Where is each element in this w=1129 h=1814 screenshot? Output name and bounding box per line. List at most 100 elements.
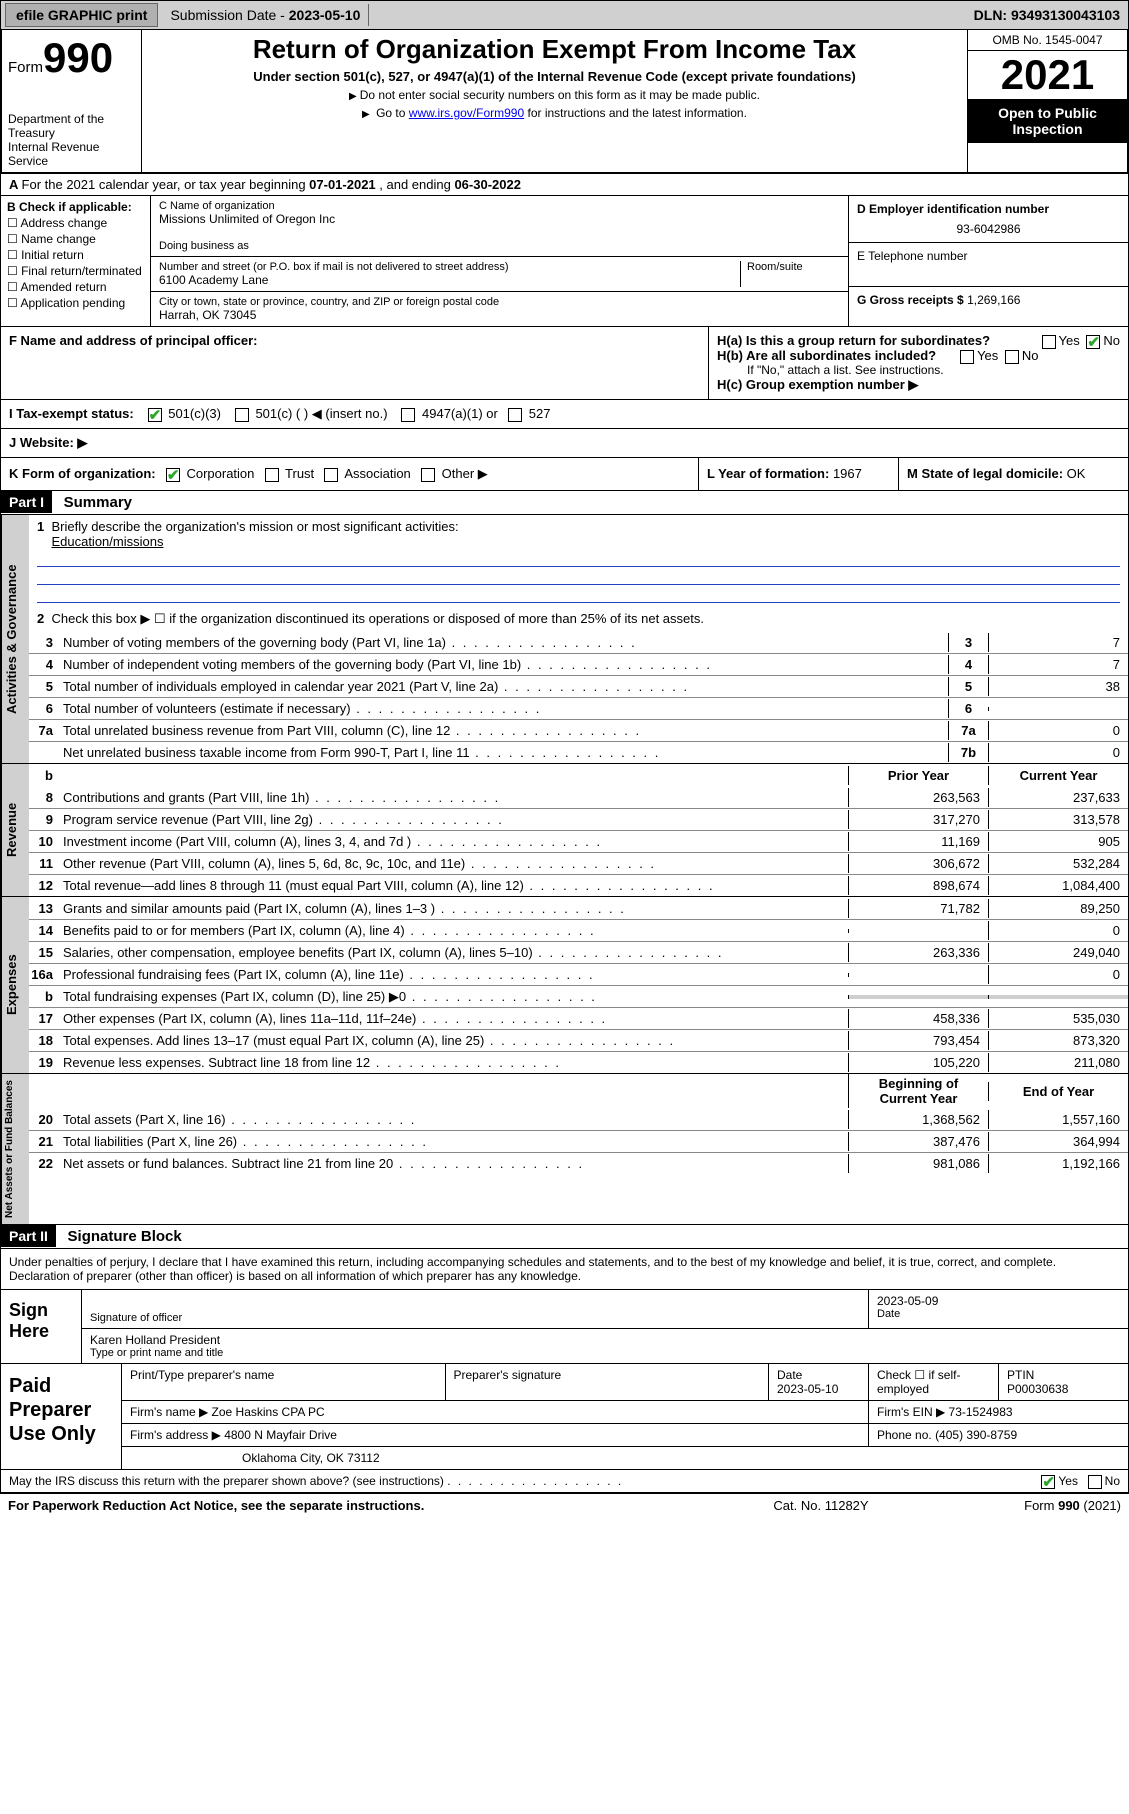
dept-treasury: Department of the Treasury [8, 112, 135, 140]
line-current: 1,192,166 [988, 1154, 1128, 1173]
net-body: Beginning of Current Year End of Year 20… [29, 1074, 1128, 1224]
col-b-checkboxes: B Check if applicable: ☐ Address change … [1, 196, 151, 326]
line-prior: 263,336 [848, 943, 988, 962]
org-name: Missions Unlimited of Oregon Inc [159, 212, 840, 226]
hb-label: H(b) Are all subordinates included? [717, 348, 936, 363]
line-num [29, 751, 59, 755]
footer-mid: Cat. No. 11282Y [721, 1498, 921, 1513]
chk-final-return[interactable]: ☐ Final return/terminated [7, 264, 144, 278]
yes-label: Yes [1058, 1474, 1078, 1488]
line-desc: Contributions and grants (Part VIII, lin… [59, 788, 848, 807]
sig-date-cell: 2023-05-09 Date [868, 1290, 1128, 1329]
principal-officer: F Name and address of principal officer: [1, 327, 708, 399]
line-box: 4 [948, 655, 988, 674]
col-begin: Beginning of Current Year [848, 1074, 988, 1108]
line-num: 6 [29, 699, 59, 718]
vtab-revenue: Revenue [1, 764, 29, 896]
line-desc: Total revenue—add lines 8 through 11 (mu… [59, 876, 848, 895]
line-prior: 263,563 [848, 788, 988, 807]
line-10: 10 Investment income (Part VIII, column … [29, 830, 1128, 852]
chk-527[interactable] [508, 408, 522, 422]
firm-name-val: Zoe Haskins CPA PC [212, 1405, 325, 1419]
officer-label: Type or print name and title [90, 1347, 1120, 1359]
line-desc: Total assets (Part X, line 16) [59, 1110, 848, 1129]
line-current: 1,557,160 [988, 1110, 1128, 1129]
hb-yes[interactable] [960, 350, 974, 364]
chk-initial-return[interactable]: ☐ Initial return [7, 248, 144, 262]
chk-corp[interactable] [166, 468, 180, 482]
open-to-public: Open to Public Inspection [968, 99, 1127, 143]
officer-name-cell: Karen Holland President Type or print na… [81, 1329, 1128, 1363]
blank [59, 773, 848, 777]
irs-label: Internal Revenue Service [8, 140, 135, 168]
hb-no[interactable] [1005, 350, 1019, 364]
line-val: 7 [988, 633, 1128, 652]
f-label: F Name and address of principal officer: [9, 333, 258, 348]
phone-label: Phone no. [877, 1428, 935, 1442]
sig-date: 2023-05-09 [877, 1294, 1120, 1308]
line-val [988, 707, 1128, 711]
chk-other[interactable] [421, 468, 435, 482]
chk-assoc[interactable] [324, 468, 338, 482]
chk-app-pending[interactable]: ☐ Application pending [7, 296, 144, 310]
street-cell: Number and street (or P.O. box if mail i… [151, 257, 848, 292]
line-22: 22 Net assets or fund balances. Subtract… [29, 1152, 1128, 1174]
firm-addr2: Oklahoma City, OK 73112 [121, 1447, 1128, 1469]
submission-label: Submission Date - [170, 7, 288, 23]
blank [29, 1089, 59, 1093]
row-a-tax-year: A For the 2021 calendar year, or tax yea… [0, 174, 1129, 196]
chk-amended[interactable]: ☐ Amended return [7, 280, 144, 294]
discuss-no[interactable] [1088, 1475, 1102, 1489]
opt-corp: Corporation [186, 466, 254, 481]
firm-addr-label: Firm's address ▶ [130, 1428, 224, 1442]
underline [37, 549, 1120, 567]
efile-print-button[interactable]: efile GRAPHIC print [5, 3, 158, 27]
q2-text: Check this box ▶ ☐ if the organization d… [51, 611, 704, 626]
sig-date-label: Date [877, 1308, 1120, 1320]
prep-date-label: Date [777, 1368, 802, 1382]
line-14: 14 Benefits paid to or for members (Part… [29, 919, 1128, 941]
line-num: 22 [29, 1154, 59, 1173]
chk-trust[interactable] [265, 468, 279, 482]
irs-link[interactable]: www.irs.gov/Form990 [409, 106, 524, 120]
opt-501c: 501(c) ( ) ◀ (insert no.) [255, 406, 387, 421]
blank: b [29, 766, 59, 785]
opt-501c3: 501(c)(3) [168, 406, 221, 421]
city: Harrah, OK 73045 [159, 308, 840, 322]
officer-name: Karen Holland President [90, 1333, 1120, 1347]
chk-address-change[interactable]: ☐ Address change [7, 216, 144, 230]
col-prior: Prior Year [848, 766, 988, 785]
line-7a: 7a Total unrelated business revenue from… [29, 719, 1128, 741]
line-num: 8 [29, 788, 59, 807]
chk-4947[interactable] [401, 408, 415, 422]
opt-other: Other ▶ [442, 466, 488, 481]
chk-501c3[interactable] [148, 408, 162, 422]
j-label: J Website: ▶ [9, 435, 87, 450]
form-990: 990 [43, 34, 113, 81]
part2-title: Signature Block [60, 1225, 190, 1248]
chk-501c[interactable] [235, 408, 249, 422]
line-current: 237,633 [988, 788, 1128, 807]
line-17: 17 Other expenses (Part IX, column (A), … [29, 1007, 1128, 1029]
ha-no[interactable] [1086, 335, 1100, 349]
form-number: Form990 [8, 34, 135, 82]
row-i-tax-status: I Tax-exempt status: 501(c)(3) 501(c) ( … [0, 400, 1129, 429]
discuss-yes[interactable] [1041, 1475, 1055, 1489]
form-prefix: Form [8, 59, 43, 76]
line-prior: 11,169 [848, 832, 988, 851]
grid-bcde: B Check if applicable: ☐ Address change … [0, 196, 1129, 327]
page-footer: For Paperwork Reduction Act Notice, see … [0, 1493, 1129, 1517]
opt-527: 527 [529, 406, 551, 421]
line-desc: Total liabilities (Part X, line 26) [59, 1132, 848, 1151]
phone-label: E Telephone number [857, 249, 968, 263]
line-desc: Total fundraising expenses (Part IX, col… [59, 987, 848, 1007]
prep-name-label: Print/Type preparer's name [121, 1364, 445, 1400]
prep-r4: Oklahoma City, OK 73112 [121, 1447, 1128, 1469]
line-prior: 317,270 [848, 810, 988, 829]
line-num: 17 [29, 1009, 59, 1028]
rev-header: b Prior Year Current Year [29, 764, 1128, 786]
chk-name-change[interactable]: ☐ Name change [7, 232, 144, 246]
line-20: 20 Total assets (Part X, line 16) 1,368,… [29, 1108, 1128, 1130]
activities-body: 1 Briefly describe the organization's mi… [29, 515, 1128, 763]
ha-yes[interactable] [1042, 335, 1056, 349]
